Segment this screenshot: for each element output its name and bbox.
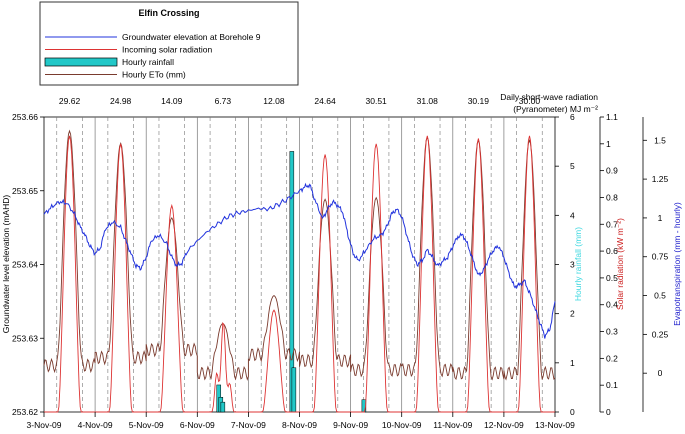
solar-tick-label: 0.4	[606, 300, 618, 310]
eto-tick-label: 0.25	[652, 329, 669, 339]
x-tick-label: 10-Nov-09	[382, 420, 422, 430]
solar-tick-label: 0.6	[606, 246, 618, 256]
solar-tick-label: 0.9	[606, 166, 618, 176]
solar-tick-label: 0	[606, 407, 611, 417]
x-tick-label: 3-Nov-09	[27, 420, 62, 430]
x-tick-label: 6-Nov-09	[180, 420, 215, 430]
legend-swatch-rainfall	[44, 57, 118, 67]
legend-label: Hourly ETo (mm)	[122, 70, 186, 80]
daily-total-label: 30.19	[468, 96, 490, 106]
rainfall-tick-label: 2	[570, 309, 575, 319]
legend-label: Incoming solar radiation	[122, 45, 213, 55]
solar-tick-label: 0.8	[606, 192, 618, 202]
rainfall-tick-label: 0	[570, 407, 575, 417]
rainfall-tick-label: 1	[570, 358, 575, 368]
legend-label: Groundwater elevation at Borehole 9	[122, 32, 261, 42]
daily-total-label: 12.08	[263, 96, 285, 106]
daily-radiation-title: Daily short-wave radiation	[500, 92, 598, 102]
x-tick-label: 4-Nov-09	[78, 420, 113, 430]
x-tick-label: 11-Nov-09	[433, 420, 472, 430]
x-tick-label: 9-Nov-09	[333, 420, 368, 430]
solar-tick-label: 0.7	[606, 219, 618, 229]
daily-total-label: 24.98	[110, 96, 132, 106]
groundwater-series-line	[43, 182, 556, 339]
daily-total-label: 29.62	[59, 96, 81, 106]
x-tick-label: 7-Nov-09	[231, 420, 266, 430]
eto-series-line	[43, 129, 556, 381]
eto-tick-label: 1.5	[654, 135, 666, 145]
x-tick-label: 8-Nov-09	[282, 420, 317, 430]
x-tick-label: 12-Nov-09	[484, 420, 524, 430]
solar-tick-label: 0.3	[606, 327, 618, 337]
eto-tick-label: 1	[658, 213, 663, 223]
daily-radiation-unit: (Pyranometer) MJ m⁻²	[513, 104, 598, 114]
rainfall-tick-label: 3	[570, 260, 575, 270]
daily-total-label: 14.09	[161, 96, 183, 106]
groundwater-tick-label: 253.63	[12, 333, 38, 343]
daily-total-label: 30.00	[519, 96, 541, 106]
groundwater-tick-label: 253.65	[12, 186, 38, 196]
legend: Elfin Crossing Groundwater elevation at …	[39, 1, 299, 86]
x-tick-label: 5-Nov-09	[129, 420, 164, 430]
daily-total-label: 6.73	[215, 96, 232, 106]
x-tick-label: 13-Nov-09	[535, 420, 575, 430]
daily-total-label: 30.51	[366, 96, 388, 106]
solar-tick-label: 0.2	[606, 353, 618, 363]
eto-tick-label: 0.5	[654, 291, 666, 301]
legend-label: Hourly rainfall	[122, 57, 174, 67]
rainfall-bar	[220, 401, 226, 413]
groundwater-tick-label: 253.66	[12, 112, 38, 122]
solar-axis-title: Solar radiation (kW m⁻²)	[615, 218, 625, 310]
solar-tick-label: 1.1	[606, 112, 618, 122]
eto-tick-label: 1.25	[652, 174, 669, 184]
solar-tick-label: 0.1	[606, 380, 618, 390]
eto-axis-title: Evapotranspiration (mm - hourly)	[672, 202, 682, 326]
daily-total-label: 24.64	[314, 96, 336, 106]
groundwater-axis-title: Groundwater level elevation (mAHD)	[1, 195, 11, 334]
eto-tick-label: 0	[658, 368, 663, 378]
groundwater-tick-label: 253.62	[12, 407, 38, 417]
chart-title: Elfin Crossing	[138, 8, 199, 18]
rainfall-tick-label: 5	[570, 161, 575, 171]
solar-tick-label: 0.5	[606, 273, 618, 283]
eto-tick-label: 0.75	[652, 252, 669, 262]
rainfall-bar	[291, 367, 297, 413]
groundwater-tick-label: 253.64	[12, 260, 38, 270]
rainfall-tick-label: 4	[570, 210, 575, 220]
rainfall-axis-title: Hourly rainfall (mm)	[573, 227, 583, 301]
rainfall-tick-label: 6	[570, 112, 575, 122]
daily-total-label: 31.08	[417, 96, 439, 106]
solar-tick-label: 1	[606, 139, 611, 149]
legend-box	[39, 1, 299, 86]
